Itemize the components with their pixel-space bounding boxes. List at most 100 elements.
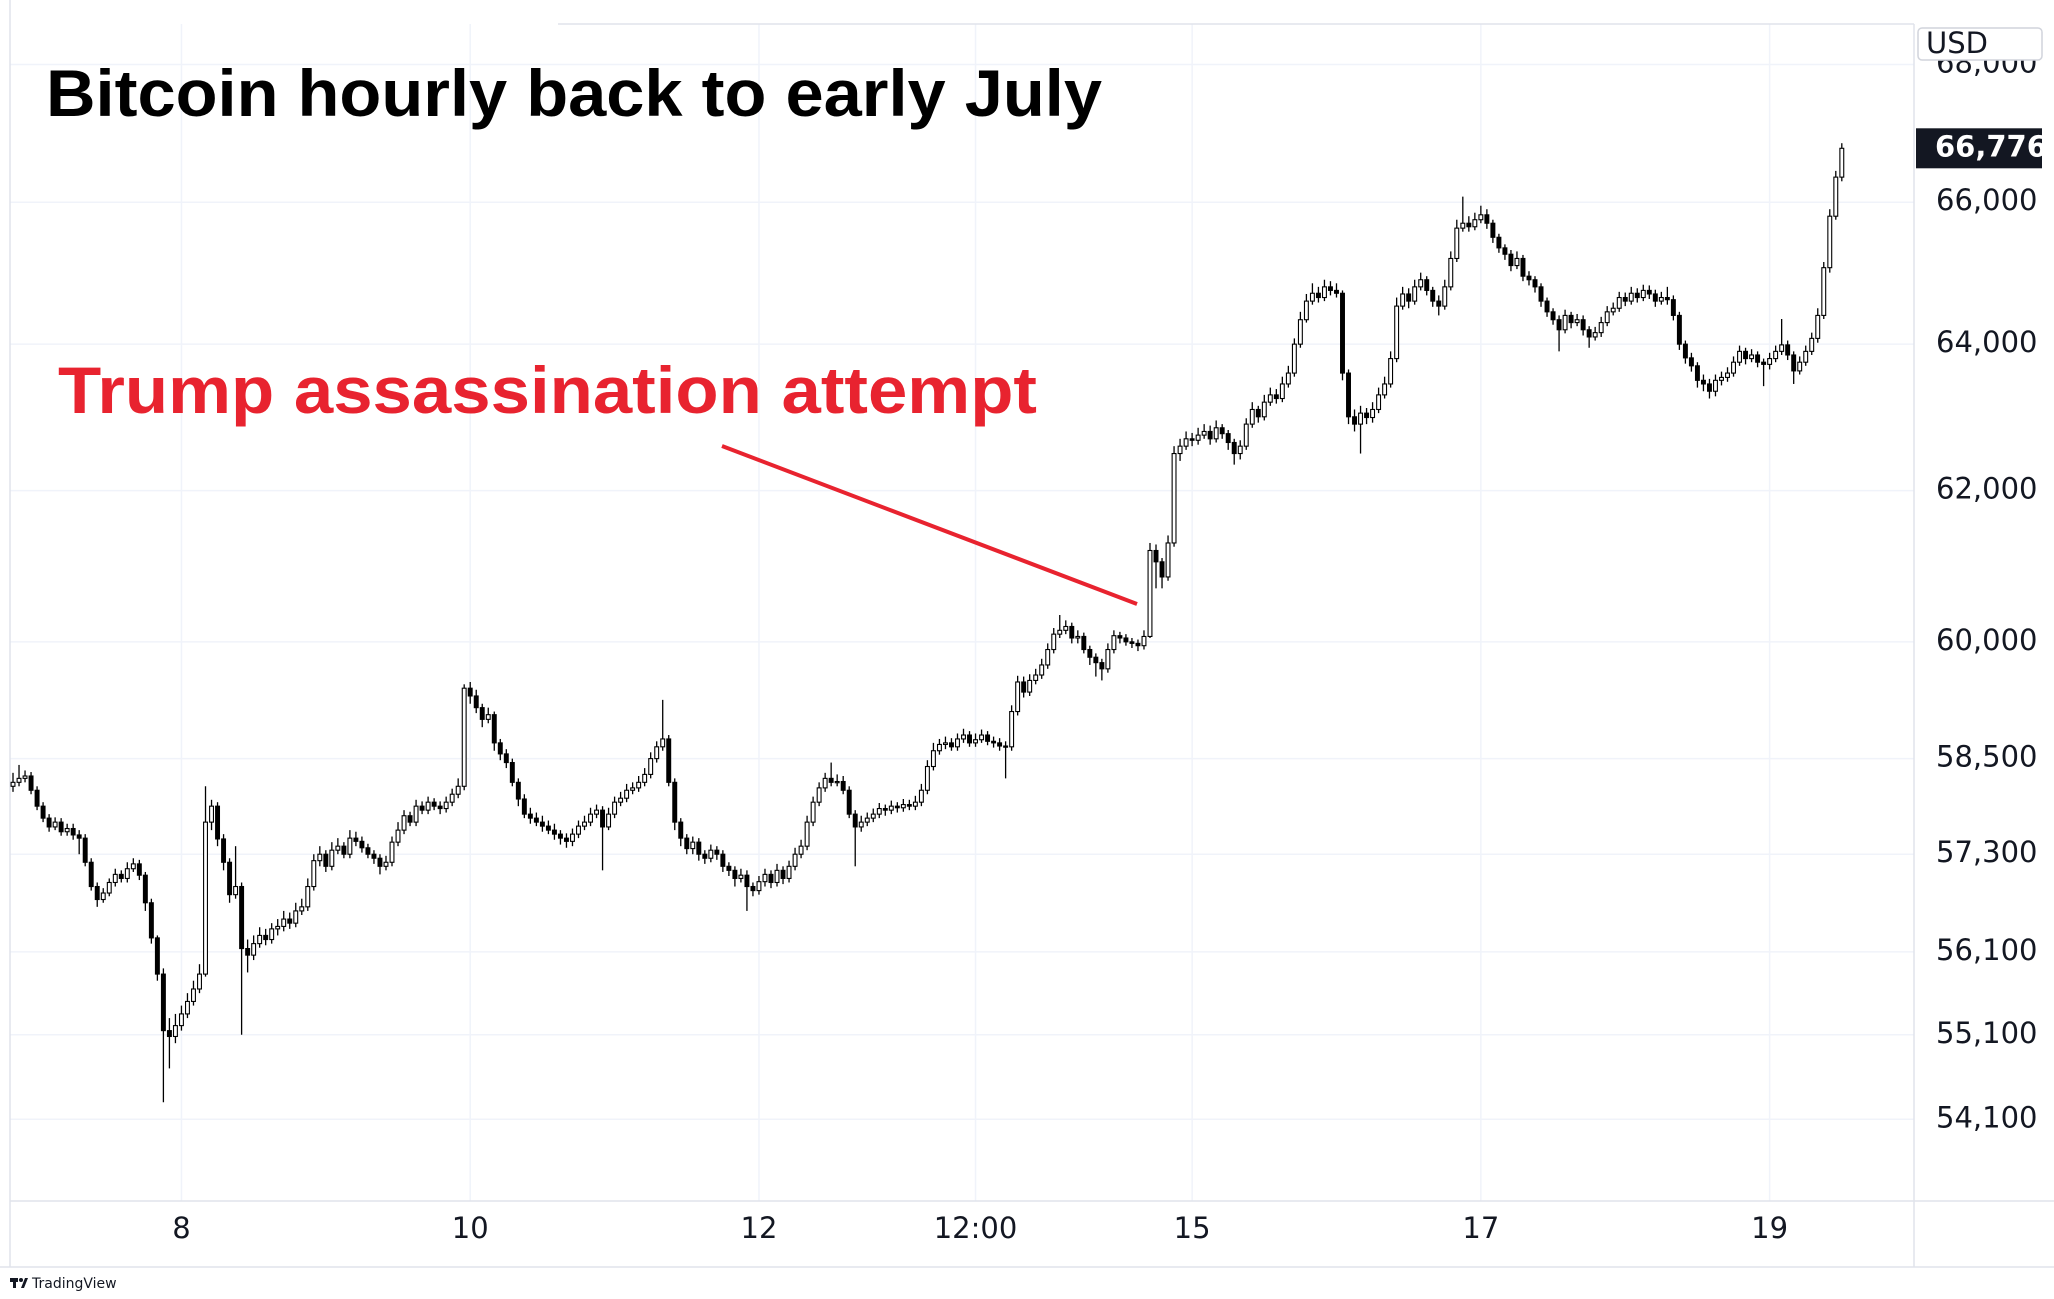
currency-label: USD [1926,26,1988,60]
candle-body [1321,286,1327,299]
candle-body [570,833,575,842]
candle-body [1376,394,1382,411]
candle-body [714,849,720,855]
candle-body [1021,681,1027,693]
candle-body [383,861,389,867]
candle-body [600,809,606,828]
candle-body [630,787,636,791]
candle-body [1051,633,1057,651]
candle-body [1129,641,1135,644]
candle-body [40,805,46,819]
candle-body [1544,300,1550,313]
candle-body [395,829,401,843]
candle-body [985,734,991,742]
candle-body [197,973,202,990]
candle-body [1297,319,1303,345]
candle-body [563,837,569,842]
candle-body [762,873,768,883]
candle-body [720,853,726,867]
candle-body [618,797,624,803]
candle-body [1827,215,1833,269]
candle-body [1087,648,1093,658]
candle-body [576,825,581,835]
candle-body [582,821,587,827]
candle-body [852,813,858,828]
candle-body [1406,293,1412,302]
candle-body [1063,625,1069,631]
frame [0,0,2054,1268]
candle-body [557,833,563,839]
candle-body [1616,296,1622,309]
candle-body [443,801,449,810]
candle-body [798,845,804,855]
candle-body [1466,222,1472,228]
candle-body [1249,408,1255,425]
y-tick-label: 60,000 [1936,623,2037,657]
candle-body [1177,445,1183,455]
candle-body [1315,292,1321,299]
candle-body [203,821,208,975]
candle-body [154,937,160,975]
candle-body [46,817,52,828]
candle-body [142,874,148,904]
overlay: USD TradingView 66,776 [10,26,2047,1292]
candle-body [1556,319,1562,331]
y-tick-label: 55,100 [1936,1016,2037,1050]
candle-body [1749,354,1755,360]
candle-body [948,742,954,748]
candle-body [209,805,215,823]
candle-body [479,707,485,720]
candle-body [1207,430,1213,440]
candle-body [1676,314,1682,345]
candle-body [70,827,76,836]
x-tick-label: 10 [452,1211,489,1245]
candle-body [594,809,600,815]
candle-body [1538,286,1544,302]
candle-body [1418,279,1424,288]
candle-body [407,815,413,823]
candle-body [1490,222,1496,238]
candle-body [533,817,539,823]
candle-body [1484,214,1490,224]
candle-body [738,874,744,879]
candle-body [1719,376,1724,381]
candle-body [1430,289,1436,302]
x-tick-label: 15 [1174,1211,1211,1245]
candle-body [305,885,311,908]
candle-body [521,798,527,815]
candle-body [118,873,124,879]
candle-body [1496,236,1502,249]
candle-body [160,973,166,1032]
candle-body [1195,434,1201,441]
candle-body [461,687,467,787]
candle-body [1027,679,1033,693]
candle-body [64,827,70,833]
candle-body [455,785,461,795]
candle-body [317,853,323,862]
candle-body [1105,648,1111,670]
candle-body [750,885,756,892]
candle-body [1309,292,1315,302]
last-price-box [1916,128,2042,169]
candle-body [979,734,985,741]
candle-body [973,739,979,744]
candle-body [648,758,654,775]
candle-body [1839,147,1845,178]
candle-body [245,948,251,956]
candle-body [1520,257,1526,277]
candle-body [870,813,876,819]
candle-body [1460,222,1466,229]
candle-body [172,1025,178,1038]
candle-body [1093,656,1099,664]
candle-body [1664,296,1670,301]
candle-body [365,847,371,855]
candle-body [1009,711,1015,748]
candle-body [401,815,407,831]
candle-body [1057,629,1063,635]
candle-body [684,837,690,850]
candle-body [702,853,708,859]
candle-body [293,910,299,924]
candle-body [1586,329,1592,338]
candle-body [184,1000,190,1015]
candle-body [1478,214,1484,221]
